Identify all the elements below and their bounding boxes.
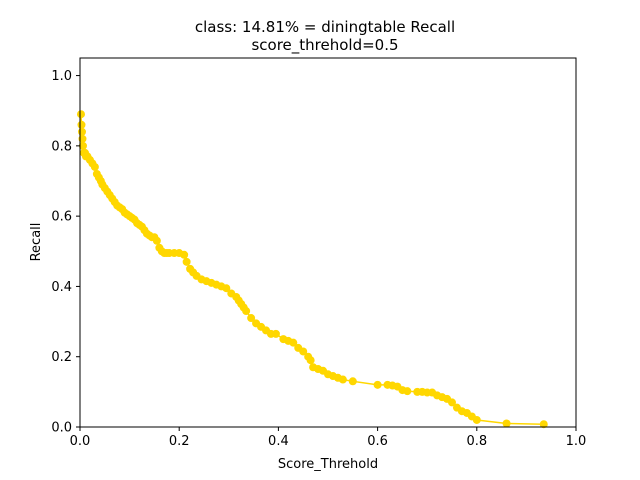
- x-tick-label: 1.0: [566, 434, 587, 449]
- data-point: [90, 162, 99, 171]
- data-point: [289, 338, 298, 347]
- data-point: [77, 127, 86, 136]
- data-point: [271, 329, 280, 338]
- data-point: [472, 415, 481, 424]
- y-tick-label: 0.0: [51, 421, 72, 436]
- y-tick-label: 0.8: [51, 139, 72, 154]
- data-point: [403, 387, 412, 396]
- x-tick-label: 0.8: [466, 434, 487, 449]
- data-point: [502, 419, 511, 428]
- y-tick-label: 0.4: [51, 280, 72, 295]
- data-point: [306, 356, 315, 365]
- y-tick-label: 0.6: [51, 210, 72, 225]
- y-tick-label: 0.2: [51, 350, 72, 365]
- x-tick-label: 0.0: [70, 434, 91, 449]
- data-point: [247, 314, 256, 323]
- x-tick-label: 0.2: [169, 434, 190, 449]
- data-point: [373, 380, 382, 389]
- axes-frame: [79, 57, 577, 428]
- chart-title: class: 14.81% = diningtable Recall: [195, 18, 455, 36]
- y-tick-label: 1.0: [51, 69, 72, 84]
- x-tick-label: 0.4: [268, 434, 289, 449]
- chart-subtitle: score_threhold=0.5: [251, 36, 398, 55]
- axis-ticks: 0.0 0.2 0.4 0.6 0.8 1.0 0.0 0.2 0.4 0.6 0.8 1.0: [51, 69, 586, 449]
- data-point: [76, 110, 85, 119]
- data-point: [539, 420, 548, 429]
- data-point: [338, 375, 347, 384]
- y-axis-label: Recall: [29, 223, 44, 262]
- data-point: [182, 257, 191, 266]
- data-point: [222, 284, 231, 293]
- x-tick-label: 0.6: [367, 434, 388, 449]
- plot-area: [76, 110, 548, 429]
- data-point: [152, 236, 161, 245]
- x-axis-label: Score_Threhold: [278, 457, 378, 472]
- data-point: [448, 398, 456, 407]
- data-point: [78, 141, 87, 150]
- data-point: [77, 120, 86, 129]
- data-point: [299, 347, 308, 356]
- data-point: [180, 250, 189, 259]
- data-point: [242, 307, 251, 316]
- data-point: [348, 377, 357, 386]
